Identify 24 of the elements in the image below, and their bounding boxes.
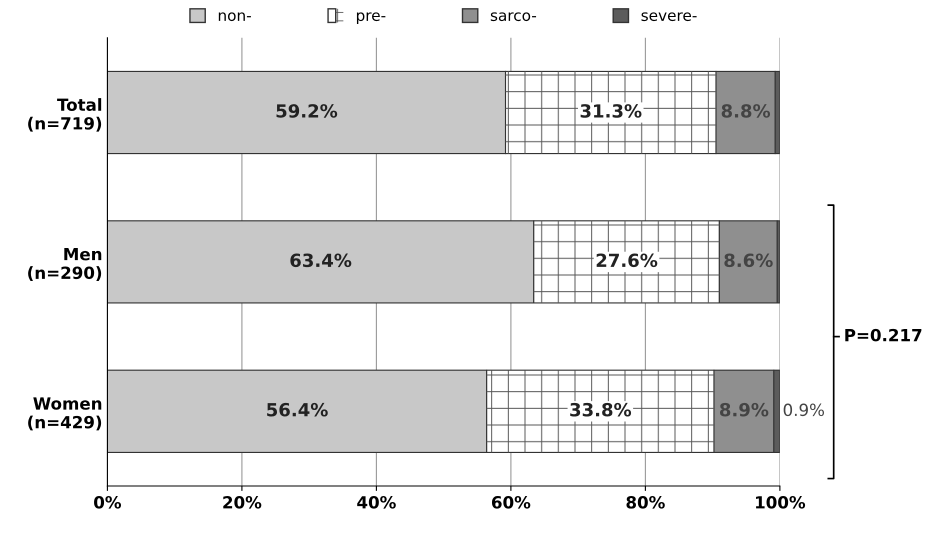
data-label: 27.6% bbox=[596, 253, 658, 268]
data-label: 59.2% bbox=[276, 104, 338, 118]
data-label: 8.9% bbox=[720, 402, 768, 417]
legend-label: non- bbox=[218, 12, 251, 22]
data-label: 8.8% bbox=[722, 104, 770, 118]
data-label: 63.4% bbox=[290, 253, 352, 268]
y-tick-label: Total (n=719) bbox=[28, 98, 102, 132]
legend-label: sarco- bbox=[490, 12, 536, 22]
y-tick-label: Men (n=290) bbox=[28, 248, 102, 282]
y-tick-label: Women (n=429) bbox=[28, 397, 102, 430]
legend-label: severe- bbox=[642, 12, 697, 22]
x-tick-label: 40% bbox=[357, 496, 396, 509]
x-tick-label: 100% bbox=[756, 496, 806, 509]
legend-label: pre- bbox=[356, 12, 386, 24]
data-label: 0.9% bbox=[784, 404, 824, 416]
data-label: 56.4% bbox=[267, 402, 328, 417]
data-label: 31.3% bbox=[580, 104, 642, 118]
data-label: 8.6% bbox=[724, 253, 773, 268]
x-tick-label: 60% bbox=[492, 496, 530, 509]
x-tick-label: 0% bbox=[94, 496, 122, 509]
text: P=0.217 bbox=[845, 328, 922, 342]
data-label: 33.8% bbox=[570, 402, 632, 417]
x-tick-label: 80% bbox=[626, 496, 665, 509]
x-tick-label: 20% bbox=[223, 496, 262, 509]
